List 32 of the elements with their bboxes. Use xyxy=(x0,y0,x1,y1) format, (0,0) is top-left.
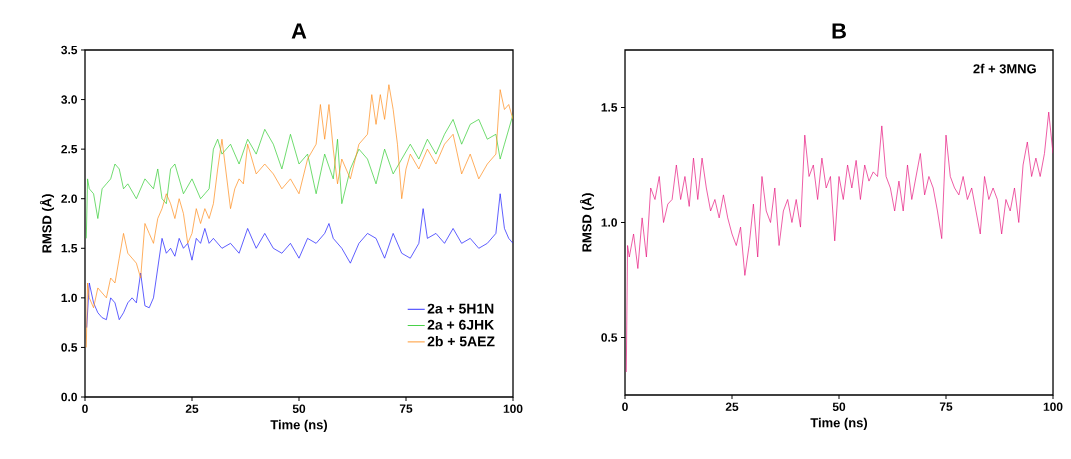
y-tick-label: 3.0 xyxy=(61,95,77,104)
x-tick-label: 25 xyxy=(185,404,199,413)
y-tick-label: 2.5 xyxy=(61,144,78,154)
chart-title: B xyxy=(832,23,846,39)
y-tick-label: 3.5 xyxy=(61,45,78,55)
y-tick-label: 1.5 xyxy=(601,103,618,112)
y-axis-title: RMSD (Å) xyxy=(579,193,595,252)
x-tick-label: 25 xyxy=(725,402,739,411)
annotation: 2f + 3MNG xyxy=(973,63,1036,74)
y-tick-label: 0.0 xyxy=(61,392,77,402)
x-tick-label: 75 xyxy=(939,402,953,411)
x-tick-label: 50 xyxy=(292,404,306,413)
x-tick-label: 0 xyxy=(82,404,88,413)
chart-title: A xyxy=(291,23,307,39)
x-tick-label: 100 xyxy=(1043,402,1063,411)
x-axis-title: Time (ns) xyxy=(270,419,328,432)
line-series xyxy=(85,114,513,239)
y-tick-label: 0.5 xyxy=(61,343,78,352)
legend-label: 2a + 6JHK xyxy=(427,319,495,330)
x-tick-label: 100 xyxy=(503,404,523,413)
legend-label: 2a + 5H1N xyxy=(427,303,494,314)
y-tick-label: 1.0 xyxy=(601,218,617,227)
legend-label: 2b + 5AEZ xyxy=(427,336,495,347)
y-tick-label: 1.5 xyxy=(61,244,78,253)
y-tick-label: 2.0 xyxy=(61,194,77,203)
x-axis-title: Time (ns) xyxy=(810,417,868,430)
y-axis-title: RMSD (Å) xyxy=(39,194,55,253)
x-tick-label: 75 xyxy=(399,404,413,413)
x-tick-label: 0 xyxy=(622,402,628,411)
y-tick-label: 1.0 xyxy=(61,293,77,303)
y-tick-label: 0.5 xyxy=(601,333,618,342)
x-tick-label: 50 xyxy=(832,402,846,411)
